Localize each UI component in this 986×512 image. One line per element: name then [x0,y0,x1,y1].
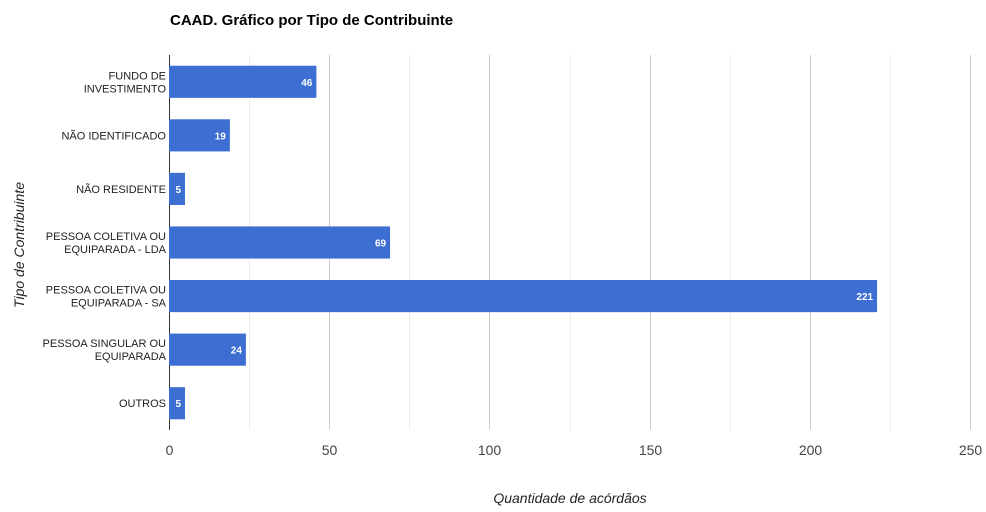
x-tick-label: 150 [639,442,663,458]
x-tick-label: 50 [322,442,338,458]
category-label: PESSOA COLETIVA OU [46,231,166,243]
data-label: 221 [856,292,873,303]
category-label: INVESTIMENTO [84,83,167,95]
category-label: FUNDO DE [109,70,166,82]
x-tick-label: 100 [478,442,502,458]
category-label: OUTROS [119,398,166,410]
bar [169,387,186,420]
x-axis-title: Quantidade de acórdãos [493,490,646,506]
data-label: 5 [175,185,181,196]
bar [169,280,878,313]
bar [169,119,230,152]
bar [169,65,317,98]
category-label: NÃO IDENTIFICADO [61,129,166,142]
data-label: 24 [231,346,243,357]
category-label: EQUIPARADA - LDA [64,244,167,256]
x-tick-label: 0 [166,442,174,458]
category-label: PESSOA COLETIVA OU [46,285,166,297]
bar [169,333,246,366]
chart-title: CAAD. Gráfico por Tipo de Contribuinte [170,12,453,29]
category-label: PESSOA SINGULAR OU [43,338,167,350]
y-axis-title: Tipo de Contribuinte [11,182,27,308]
data-label: 69 [375,239,387,250]
bar [169,226,391,259]
x-tick-label: 200 [799,442,823,458]
data-label: 19 [215,131,227,142]
bars [169,65,878,420]
category-label: EQUIPARADA - SA [71,298,167,310]
bar [169,172,186,205]
category-label: NÃO RESIDENTE [76,183,166,196]
data-label: 5 [175,399,181,410]
data-label: 46 [301,78,313,89]
category-label: EQUIPARADA [95,351,167,363]
x-tick-label: 250 [959,442,983,458]
